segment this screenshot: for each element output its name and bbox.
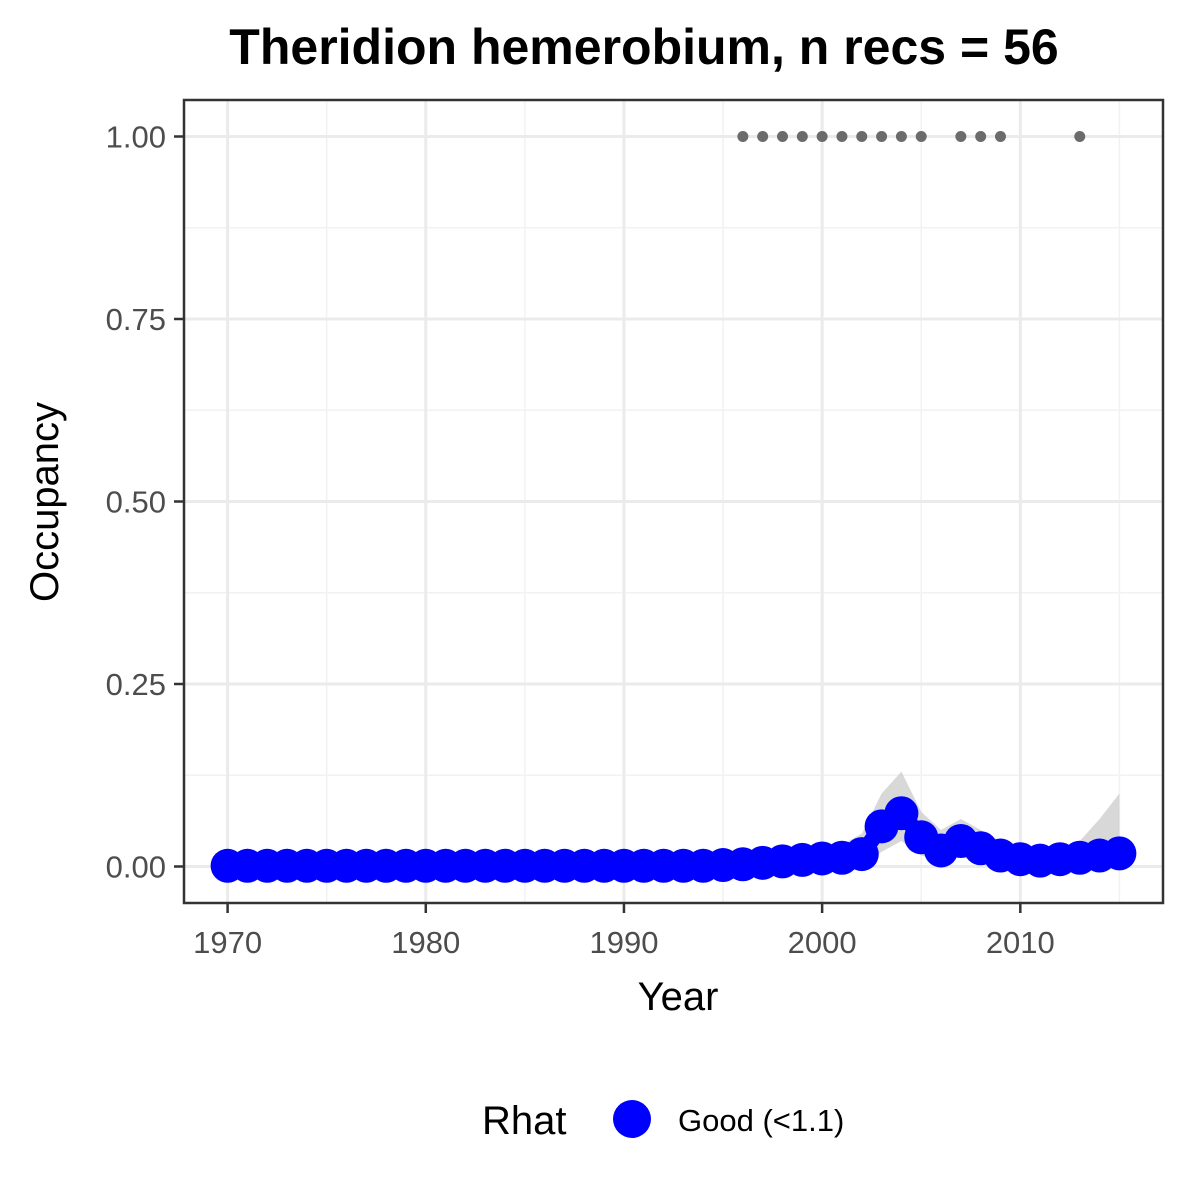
- occupancy-point-2015: [1102, 836, 1137, 871]
- chart-title: Theridion hemerobium, n recs = 56: [229, 19, 1058, 75]
- record-point-2002: [856, 131, 868, 142]
- record-point-2009: [994, 131, 1006, 142]
- y-tick-label-0: 0.00: [106, 850, 166, 885]
- legend-title: Rhat: [482, 1099, 567, 1143]
- y-tick-label-0.75: 0.75: [106, 302, 166, 337]
- credible-interval-ribbon: [227, 771, 1120, 867]
- y-tick-label-1: 1.00: [106, 120, 166, 155]
- x-tick-label-2000: 2000: [788, 925, 857, 960]
- record-point-1996: [737, 131, 749, 142]
- x-tick-label-1990: 1990: [589, 925, 658, 960]
- record-point-1998: [776, 131, 788, 142]
- x-tick-label-1980: 1980: [391, 925, 460, 960]
- record-point-2013: [1074, 131, 1086, 142]
- record-point-1997: [757, 131, 769, 142]
- legend: Rhat Good (<1.1): [482, 1099, 844, 1143]
- record-point-2000: [816, 131, 828, 142]
- y-tick-label-0.25: 0.25: [106, 667, 166, 702]
- legend-label-good: Good (<1.1): [678, 1103, 844, 1138]
- record-point-2004: [895, 131, 907, 142]
- record-point-2008: [975, 131, 987, 142]
- plot-panel: [182, 98, 1165, 905]
- record-point-2003: [876, 131, 888, 142]
- record-point-2001: [836, 131, 848, 142]
- occupancy-point-2002: [844, 837, 879, 872]
- x-tick-label-2010: 2010: [986, 925, 1055, 960]
- record-point-2005: [915, 131, 927, 142]
- occupancy-point-2004: [884, 796, 919, 831]
- x-axis: 1970 1980 1990 2000 2010: [193, 903, 1055, 960]
- y-tick-label-0.5: 0.50: [106, 485, 166, 520]
- record-point-1999: [796, 131, 808, 142]
- x-tick-label-1970: 1970: [193, 925, 262, 960]
- y-axis-title: Occupancy: [23, 402, 67, 602]
- record-point-2007: [955, 131, 967, 142]
- y-axis: 0.00 0.25 0.50 0.75 1.00: [106, 120, 184, 885]
- x-axis-title: Year: [638, 975, 719, 1019]
- legend-key-good: [613, 1100, 651, 1138]
